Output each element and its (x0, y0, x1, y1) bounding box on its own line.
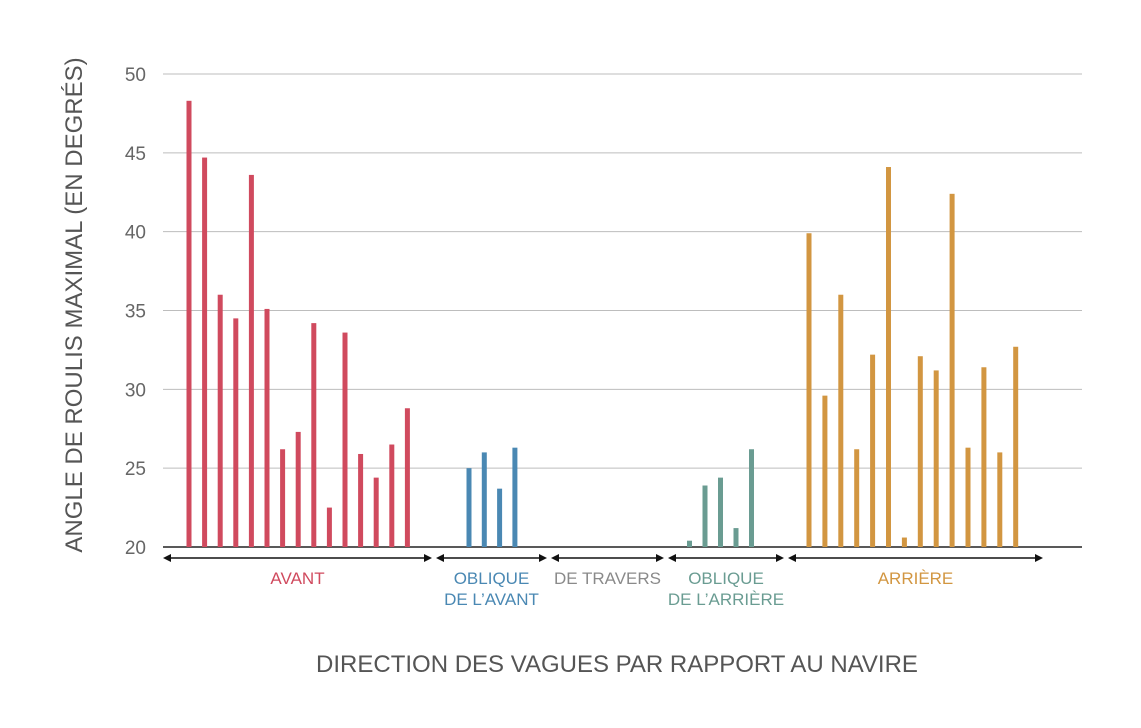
bar (733, 528, 739, 547)
direction-range-arrow (551, 554, 664, 562)
bar (326, 507, 332, 547)
bar (806, 233, 812, 547)
bar (965, 447, 971, 547)
y-tick-labels: 20 25 30 35 40 45 50 (125, 65, 146, 559)
y-axis-title: ANGLE DE ROULIS MAXIMAL (EN DEGRÉS) (61, 57, 88, 552)
direction-range-arrow (436, 554, 547, 562)
direction-ranges (163, 554, 1043, 562)
bar (981, 367, 987, 547)
bar (886, 167, 891, 548)
direction-label: AVANT (270, 569, 324, 588)
bar (854, 449, 860, 547)
bar (248, 174, 254, 547)
bar (217, 294, 223, 547)
bar (687, 540, 692, 547)
bar (917, 356, 923, 547)
bar (949, 193, 955, 547)
bar (202, 157, 208, 547)
bars (186, 100, 1019, 548)
direction-label: ARRIÈRE (878, 569, 954, 588)
y-tick-label: 30 (125, 380, 146, 401)
x-axis-title: DIRECTION DES VAGUES PAR RAPPORT AU NAVI… (316, 651, 918, 678)
bar (497, 488, 503, 547)
bar (481, 452, 487, 547)
bar (512, 447, 518, 547)
direction-range-arrow (163, 554, 432, 562)
bar (997, 452, 1003, 547)
bar (264, 308, 270, 547)
bar (280, 449, 286, 547)
bar (389, 444, 395, 547)
direction-label: OBLIQUE (454, 569, 530, 588)
y-tick-label: 45 (125, 144, 146, 165)
direction-label: DE TRAVERS (554, 569, 661, 588)
bar (295, 431, 301, 547)
bar (1013, 346, 1019, 547)
direction-label: DE L’ARRIÈRE (668, 590, 784, 609)
direction-labels: AVANT OBLIQUE DE L’AVANT DE TRAVERS OBLIQUE D… (270, 569, 953, 609)
bar (342, 332, 348, 547)
bar (702, 485, 708, 547)
bar (311, 323, 317, 547)
y-tick-label: 40 (125, 223, 146, 244)
y-tick-label: 25 (125, 459, 146, 480)
bar (373, 477, 379, 547)
bar (822, 395, 828, 547)
bar (233, 318, 239, 547)
direction-label: OBLIQUE (688, 569, 764, 588)
bar (466, 468, 472, 547)
bar (901, 537, 907, 547)
y-tick-label: 50 (125, 65, 146, 86)
y-tick-label: 35 (125, 302, 146, 323)
bar (718, 477, 723, 547)
bar (933, 370, 939, 547)
bar (749, 449, 754, 547)
y-tick-label: 20 (125, 538, 146, 559)
gridlines (163, 73, 1082, 548)
bar (870, 354, 876, 547)
bar (358, 453, 364, 547)
direction-label: DE L’AVANT (444, 590, 539, 609)
bar (838, 294, 844, 547)
direction-range-arrow (668, 554, 784, 562)
direction-range-arrow (788, 554, 1043, 562)
bar (404, 408, 410, 547)
bar (186, 100, 192, 547)
